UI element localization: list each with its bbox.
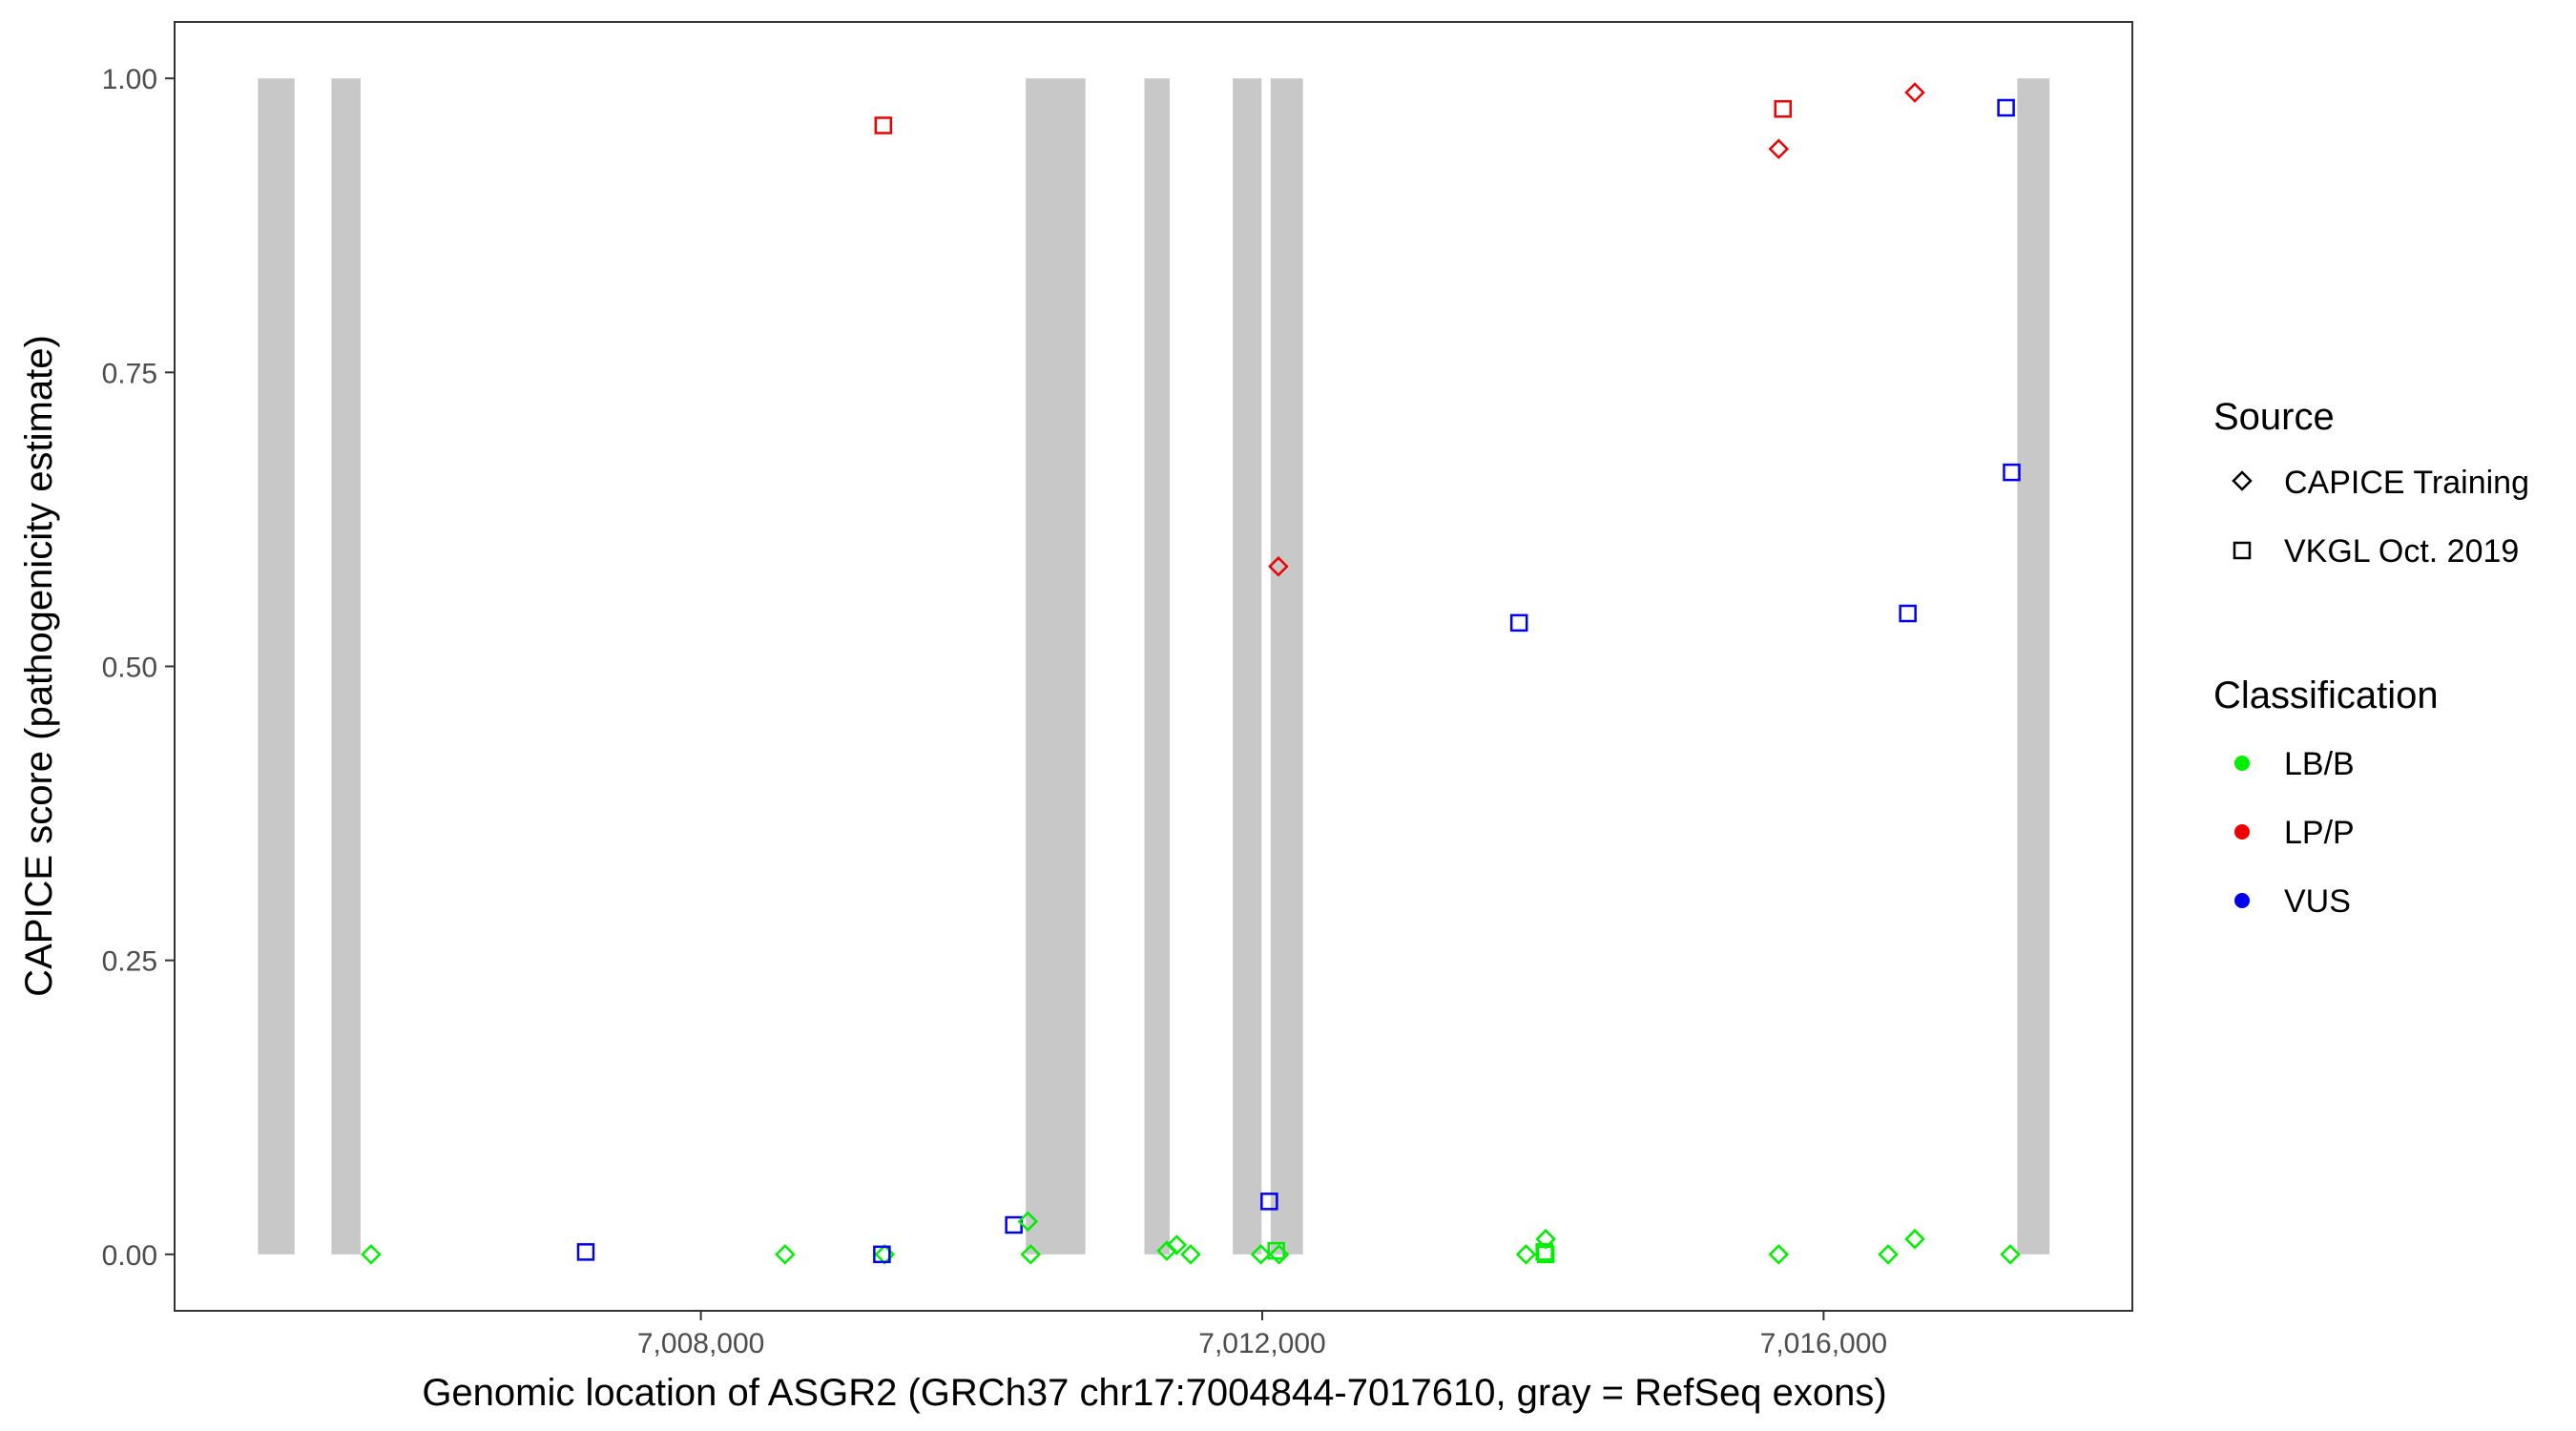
legend-class-label: LB/B: [2284, 746, 2355, 782]
exon-bar-4: [1144, 78, 1170, 1255]
legend-source-label: VKGL Oct. 2019: [2284, 533, 2519, 570]
point-square-vus: [2003, 463, 2021, 482]
legend-source-item-capice-training: CAPICE Training: [2232, 465, 2529, 501]
legend-source-title: Source: [2213, 396, 2335, 438]
point-square-vus: [1260, 1192, 1278, 1211]
point-diamond-lbb: [1515, 1244, 1537, 1265]
point-layer: [361, 82, 2021, 1265]
exon-bar-5: [1233, 78, 1262, 1255]
legend-class-label: LP/P: [2284, 815, 2355, 851]
legend-square-key: [2233, 541, 2252, 560]
y-axis-title: CAPICE score (pathogenicity estimate): [18, 335, 60, 997]
legend-source: Source CAPICE Training VKGL Oct. 2019: [2213, 396, 2529, 570]
point-diamond-lbb: [1020, 1244, 1042, 1265]
exon-bar-1: [258, 78, 295, 1255]
point-diamond-lbb: [361, 1244, 382, 1265]
point-diamond-lpp: [1268, 555, 1289, 577]
point-diamond-lbb: [775, 1244, 796, 1265]
point-square-vus: [576, 1243, 595, 1261]
point-diamond-lpp: [1904, 82, 1925, 103]
legend-class-item-lpp: LP/P: [2234, 815, 2355, 851]
x-tick-label: 7,012,000: [1198, 1328, 1325, 1359]
point-square-vus: [1899, 604, 1917, 623]
exon-layer: [258, 78, 2050, 1255]
legend-class-item-vus: VUS: [2234, 883, 2351, 920]
point-diamond-lbb: [1250, 1244, 1272, 1265]
point-diamond-lbb: [1768, 1244, 1790, 1265]
legend-class-item-lbb: LB/B: [2234, 746, 2355, 782]
legend-class-label: VUS: [2284, 883, 2351, 920]
x-axis-title: Genomic location of ASGR2 (GRCh37 chr17:…: [422, 1372, 1886, 1414]
legend-classification-title: Classification: [2213, 674, 2439, 716]
point-square-vus: [1509, 613, 1528, 633]
point-diamond-lbb: [1017, 1211, 1039, 1233]
exon-bar-3: [1026, 78, 1086, 1255]
point-diamond-lbb: [1180, 1244, 1201, 1265]
point-square-lbb: [1535, 1243, 1553, 1261]
legend-lbb-key: [2234, 756, 2250, 771]
legend-source-label: CAPICE Training: [2284, 465, 2529, 501]
x-tick-label: 7,008,000: [637, 1328, 764, 1359]
exon-bar-2: [331, 78, 361, 1255]
y-tick-label: 0.25: [102, 946, 157, 978]
legend-diamond-key: [2232, 470, 2253, 491]
point-square-lpp: [1774, 99, 1792, 118]
point-square-lbb: [1536, 1245, 1555, 1264]
x-tick-label: 7,016,000: [1760, 1328, 1887, 1359]
legend-lpp-key: [2234, 824, 2250, 840]
point-diamond-lbb: [1166, 1234, 1188, 1255]
point-square-vus: [1997, 98, 2015, 117]
point-diamond-lpp: [1768, 138, 1790, 159]
point-square-vus: [873, 1245, 891, 1264]
legend-vus-key: [2234, 893, 2250, 908]
y-tick-label: 1.00: [102, 64, 157, 95]
y-tick-label: 0.00: [102, 1240, 157, 1272]
point-square-lpp: [874, 116, 893, 135]
exon-bar-6: [1270, 78, 1303, 1255]
legend-classification: Classification LB/B LP/P VUS: [2213, 674, 2439, 920]
point-diamond-lbb: [1268, 1244, 1290, 1265]
point-diamond-lbb: [2000, 1244, 2021, 1265]
point-diamond-lbb: [1878, 1244, 1899, 1265]
point-diamond-lbb: [1904, 1229, 1925, 1250]
y-tick-label: 0.75: [102, 358, 157, 389]
legend-source-item-vkgl: VKGL Oct. 2019: [2233, 533, 2519, 570]
exon-bar-7: [2017, 78, 2050, 1255]
axis-layer: 0.00 0.25 0.50 0.75 1.00 7,008,000 7,012,000 7,…: [102, 64, 1888, 1359]
y-tick-label: 0.50: [102, 653, 157, 684]
